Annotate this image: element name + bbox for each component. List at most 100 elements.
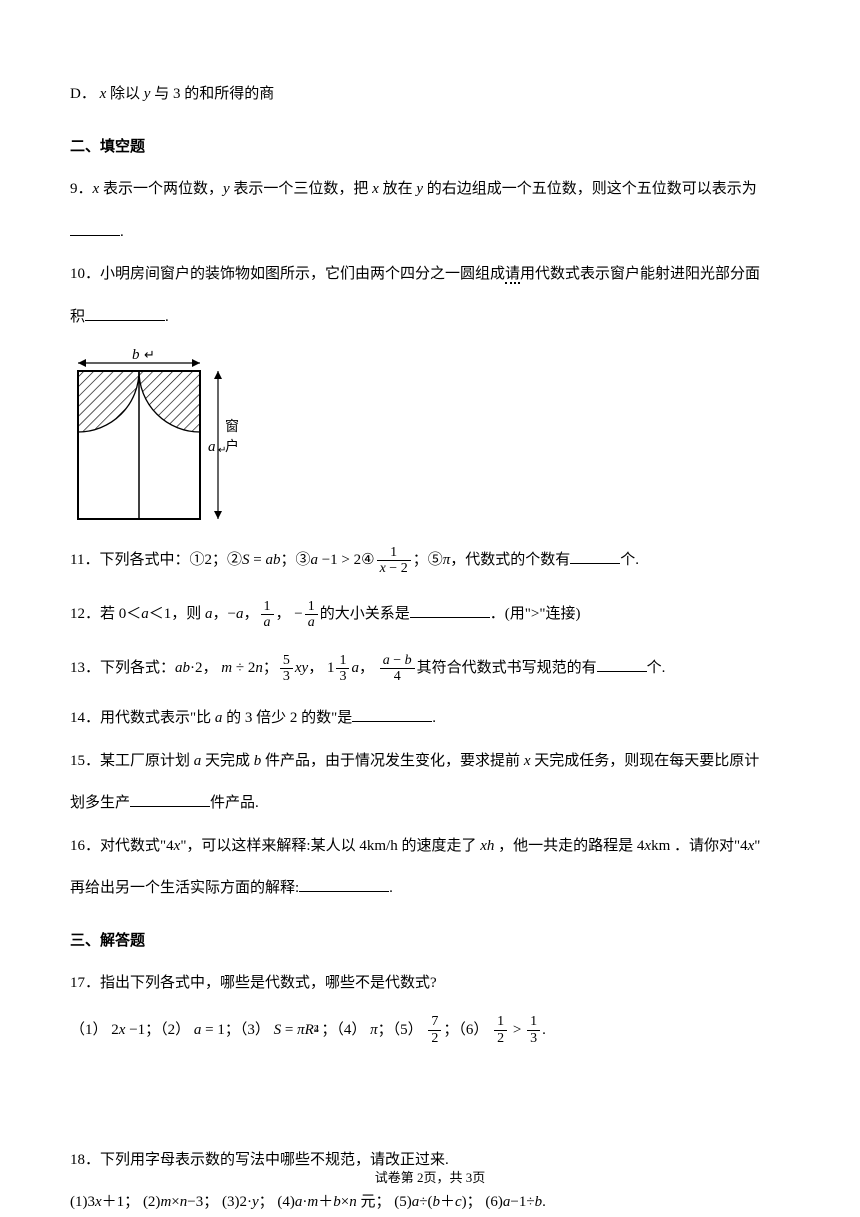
q17: 17．指出下列各式中，哪些是代数式，哪些不是代数式?: [70, 969, 790, 998]
l6: (6): [485, 1194, 503, 1210]
dot2: ·2: [190, 660, 203, 676]
blank[interactable]: [352, 708, 432, 723]
gt: >: [509, 1022, 525, 1038]
q15-t2: 天完成: [201, 753, 254, 769]
q15-num: 15．: [70, 753, 100, 769]
q10-line2: 积.: [70, 303, 790, 332]
label-a-sub: ↵: [218, 445, 226, 456]
q8-option-d: D． x 除以 y 与 3 的和所得的商: [70, 80, 790, 109]
var-pr: πR: [297, 1022, 314, 1038]
blank[interactable]: [570, 550, 620, 565]
var-xh: xh: [480, 838, 494, 854]
q11-t4: ；⑤: [413, 552, 443, 568]
q16-line2: 再给出另一个生活实际方面的解释:.: [70, 874, 790, 903]
fraction: 53: [280, 653, 293, 685]
label-b: b: [132, 347, 140, 363]
var-ab: ab: [265, 552, 280, 568]
blank[interactable]: [70, 221, 120, 236]
q12-t5: ， −: [276, 606, 303, 622]
q12-t3: ，−: [213, 606, 236, 622]
q13-t2: ，: [203, 660, 222, 676]
p3: ；（3）: [225, 1022, 274, 1038]
q12-t7: ．(用">"连接): [490, 606, 581, 622]
fraction: 1a: [261, 599, 274, 631]
q9-blank-line: .: [70, 218, 790, 247]
fraction: 1x − 2: [377, 545, 411, 577]
q13-t6: 其符合代数式书写规范的有: [417, 660, 597, 676]
q18-t1: 下列用字母表示数的写法中哪些不规范，请改正过来.: [100, 1152, 449, 1168]
blank[interactable]: [299, 878, 389, 893]
q9-num: 9．: [70, 181, 93, 197]
l3: (3)2·: [222, 1194, 252, 1210]
q9: 9．x 表示一个两位数，y 表示一个三位数，把 x 放在 y 的右边组成一个五位…: [70, 175, 790, 204]
var-y: y: [144, 86, 151, 102]
q13-t3: ；: [263, 660, 278, 676]
window-svg: b ↵ 窗 a 户 ↵: [70, 345, 250, 525]
blank[interactable]: [130, 793, 210, 808]
q16-t5: ": [754, 838, 760, 854]
l2: (2): [143, 1194, 161, 1210]
q16-t6: 再给出另一个生活实际方面的解释:: [70, 880, 299, 896]
var-m: m: [221, 660, 232, 676]
fraction: a − b4: [380, 653, 415, 685]
q10-period: .: [165, 309, 169, 325]
blank[interactable]: [85, 306, 165, 321]
end: .: [542, 1022, 546, 1038]
var-a: a: [205, 606, 213, 622]
p2: ；（2）: [145, 1022, 194, 1038]
blank[interactable]: [410, 604, 490, 619]
q11-t2: ；③: [280, 552, 310, 568]
section-2-heading: 二、填空题: [70, 133, 790, 162]
q12-t4: ，: [244, 606, 259, 622]
q13-t4: ， 1: [308, 660, 334, 676]
q10-num: 10．: [70, 266, 100, 282]
q12-num: 12．: [70, 606, 100, 622]
q15-line2: 划多生产件产品.: [70, 789, 790, 818]
q18-num: 18．: [70, 1152, 100, 1168]
q13: 13．下列各式：ab·2， m ÷ 2n；53xy， 113a， a − b4其…: [70, 650, 790, 686]
ineq: −1 > 2: [318, 552, 361, 568]
fraction: 12: [494, 1014, 507, 1046]
pi: π: [370, 1022, 378, 1038]
q9-t3: 放在: [379, 181, 417, 197]
var-ab: ab: [175, 660, 190, 676]
q15-t4: 天完成任务，则现在每天要比原计: [530, 753, 759, 769]
q10-t1: 小明房间窗户的装饰物如图所示，它们由两个四分之一圆组成请用代数式表示窗户能射进阳…: [100, 266, 760, 284]
q15-t3: 件产品，由于情况发生变化，要求提前: [261, 753, 524, 769]
fraction: 1a: [305, 599, 318, 631]
eq: =: [281, 1022, 297, 1038]
q11: 11．下列各式中：①2；②S = ab；③a −1 > 2④1x − 2；⑤π，…: [70, 542, 790, 578]
q16-period: .: [389, 880, 393, 896]
q16-num: 16．: [70, 838, 100, 854]
q15-t6: 件产品.: [210, 795, 259, 811]
var-y: y: [223, 181, 230, 197]
window-figure: b ↵ 窗 a 户 ↵: [70, 345, 790, 530]
q16-t3: ，他一共走的路程是 4: [494, 838, 644, 854]
q13-t1: 下列各式：: [100, 660, 175, 676]
q16: 16．对代数式"4x"，可以这样来解释:某人以 4km/h 的速度走了 xh ，…: [70, 832, 790, 861]
q8-d-t2: 与 3 的和所得的商: [154, 86, 274, 102]
q12-t1: 若 0＜: [100, 606, 141, 622]
label-a: a: [208, 439, 216, 455]
var-y: y: [416, 181, 423, 197]
label-b-arrow: ↵: [144, 347, 155, 362]
q13-t5: ，: [359, 660, 378, 676]
q14-t2: 的 3 倍少 2 的数"是: [222, 710, 352, 726]
p1b: −1: [125, 1022, 145, 1038]
section-3-heading: 三、解答题: [70, 927, 790, 956]
q14-num: 14．: [70, 710, 100, 726]
blank[interactable]: [597, 658, 647, 673]
var-n: n: [255, 660, 263, 676]
var-a: a: [310, 552, 318, 568]
q13-t7: 个.: [647, 660, 666, 676]
l4: (4): [277, 1194, 295, 1210]
q8-d-label: D．: [70, 86, 96, 102]
l5: (5): [394, 1194, 412, 1210]
sub: 4: [314, 1018, 319, 1042]
q9-t4: 的右边组成一个五位数，则这个五位数可以表示为: [423, 181, 757, 197]
var-a: a: [141, 606, 149, 622]
var-x: x: [372, 181, 379, 197]
q16-t1: 对代数式"4: [100, 838, 174, 854]
label-window1: 窗: [225, 418, 239, 435]
p5: ；（5）: [378, 1022, 427, 1038]
